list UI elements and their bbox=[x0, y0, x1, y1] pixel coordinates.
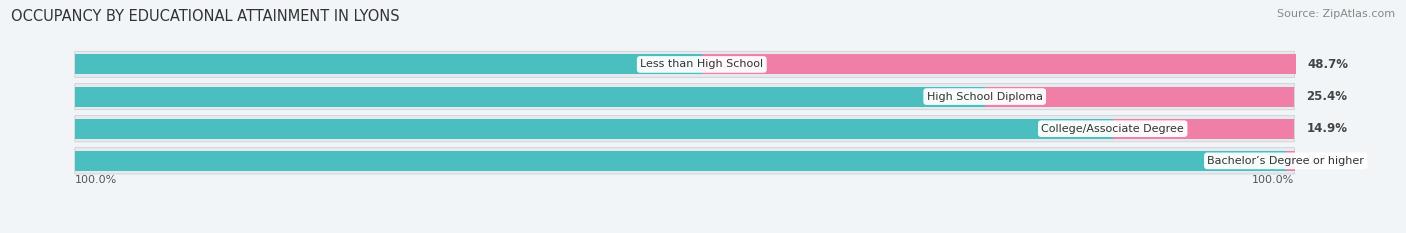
Text: College/Associate Degree: College/Associate Degree bbox=[1042, 124, 1184, 134]
Bar bbox=[75, 119, 1112, 139]
Bar bbox=[75, 151, 1286, 171]
Text: 48.7%: 48.7% bbox=[1308, 58, 1348, 71]
Bar bbox=[1112, 119, 1295, 139]
Text: OCCUPANCY BY EDUCATIONAL ATTAINMENT IN LYONS: OCCUPANCY BY EDUCATIONAL ATTAINMENT IN L… bbox=[11, 9, 399, 24]
Text: 100.0%: 100.0% bbox=[75, 175, 117, 185]
Legend: Owner-occupied, Renter-occupied: Owner-occupied, Renter-occupied bbox=[568, 229, 838, 233]
Text: 85.1%: 85.1% bbox=[1053, 122, 1094, 135]
FancyBboxPatch shape bbox=[75, 83, 1295, 110]
FancyBboxPatch shape bbox=[75, 148, 1295, 174]
Text: Bachelor’s Degree or higher: Bachelor’s Degree or higher bbox=[1208, 156, 1364, 166]
Text: 51.4%: 51.4% bbox=[643, 58, 683, 71]
Bar bbox=[75, 55, 702, 74]
Text: 99.3%: 99.3% bbox=[1226, 154, 1268, 167]
Text: High School Diploma: High School Diploma bbox=[927, 92, 1043, 102]
Bar bbox=[1286, 151, 1295, 171]
Bar bbox=[75, 87, 984, 106]
FancyBboxPatch shape bbox=[75, 116, 1295, 142]
Text: 0.73%: 0.73% bbox=[1308, 154, 1348, 167]
Bar bbox=[702, 55, 1295, 74]
Text: Less than High School: Less than High School bbox=[640, 59, 763, 69]
Text: 14.9%: 14.9% bbox=[1306, 122, 1347, 135]
Text: 100.0%: 100.0% bbox=[1253, 175, 1295, 185]
Bar bbox=[984, 87, 1295, 106]
Text: Source: ZipAtlas.com: Source: ZipAtlas.com bbox=[1277, 9, 1395, 19]
Text: 74.6%: 74.6% bbox=[925, 90, 966, 103]
FancyBboxPatch shape bbox=[75, 51, 1295, 78]
Text: 25.4%: 25.4% bbox=[1306, 90, 1347, 103]
